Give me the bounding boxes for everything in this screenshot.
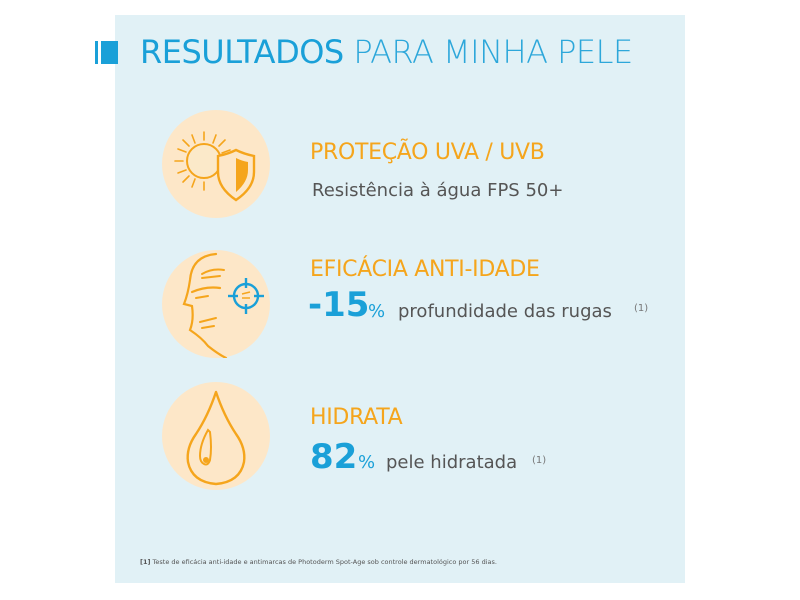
item-ref-anti-age: (1) bbox=[634, 303, 649, 314]
footnote-text: Teste de eficácia anti-idade e antimarca… bbox=[152, 558, 497, 566]
item-text-anti-age: profundidade das rugas bbox=[398, 301, 612, 322]
item-text-uv: Resistência à água FPS 50+ bbox=[312, 180, 564, 201]
item-value-hydrate: 82 bbox=[310, 437, 358, 477]
item-unit-anti-age: % bbox=[368, 301, 386, 322]
footnote: [1] Teste de eficácia anti-idade e antim… bbox=[140, 558, 497, 566]
item-heading-hydrate: HIDRATA bbox=[310, 405, 403, 430]
title-accent-bar bbox=[95, 41, 118, 64]
item-text-hydrate: pele hidratada bbox=[386, 452, 518, 473]
face-target-icon bbox=[162, 250, 270, 358]
footnote-marker: [1] bbox=[140, 558, 151, 566]
item-heading-uv: PROTEÇÃO UVA / UVB bbox=[310, 140, 545, 165]
title-part-1: RESULTADOS bbox=[140, 33, 344, 71]
item-ref-hydrate: (1) bbox=[532, 455, 547, 466]
page-title: RESULTADOS PARA MINHA PELE bbox=[140, 33, 633, 71]
item-value-anti-age: -15 bbox=[308, 285, 370, 325]
item-unit-hydrate: % bbox=[358, 452, 376, 473]
title-part-2: PARA MINHA PELE bbox=[353, 33, 633, 71]
water-drop-icon bbox=[162, 382, 270, 490]
item-heading-anti-age: EFICÁCIA ANTI-IDADE bbox=[310, 257, 540, 282]
sun-shield-icon bbox=[162, 110, 270, 218]
